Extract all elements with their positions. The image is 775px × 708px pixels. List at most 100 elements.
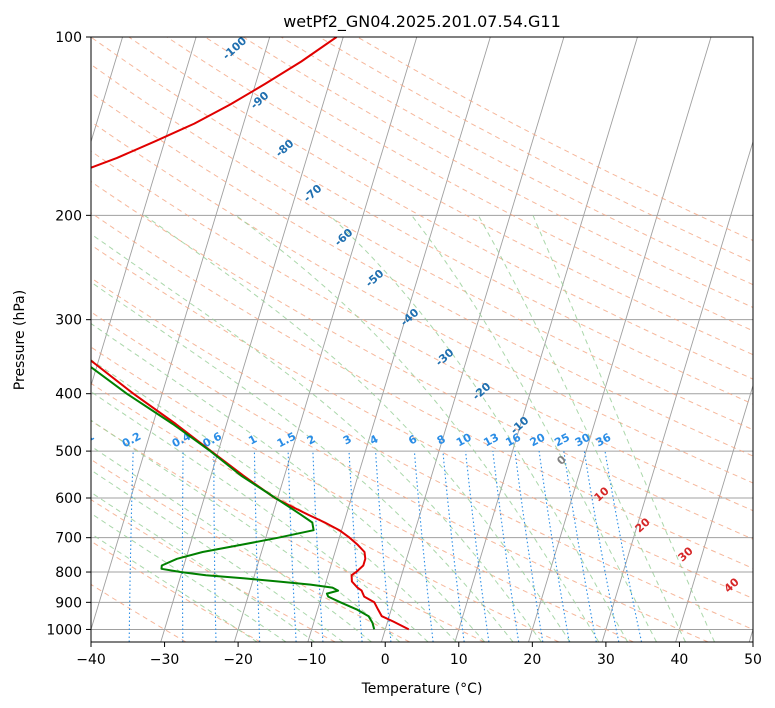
moist-adiabat-line: [91, 322, 486, 642]
isotherm-line: [528, 37, 712, 642]
x-tick-label: −40: [76, 652, 106, 668]
mixing-ratio-label: 8: [435, 432, 448, 447]
dry-adiabat-line: [91, 540, 261, 642]
isotherm-line: [91, 37, 197, 388]
mixing-ratio-label: 0.1: [73, 430, 96, 451]
mixing-ratio-line: [492, 451, 520, 642]
mixing-ratio-line: [287, 451, 297, 642]
y-tick-label: 500: [55, 444, 82, 460]
mixing-ratio-line: [413, 451, 434, 642]
isotherm-line: [91, 37, 124, 144]
mixing-ratio-label: 36: [594, 431, 614, 450]
dry-adiabat-line: [91, 420, 485, 642]
mixing-ratio-label: 2: [305, 432, 318, 447]
moist-adiabat-line: [91, 533, 258, 642]
mixing-ratio-label: 16: [503, 431, 523, 450]
mixing-ratio-label: 13: [481, 431, 501, 450]
plot-area: 0.1 0.2 0.4 0.6 1 1.5 2 3 4 6 8 10 13 16 20 25 30 36 -100…: [73, 37, 753, 642]
isotherm-label: -40: [398, 306, 422, 329]
mixing-ratio-line: [312, 451, 324, 642]
moist-adiabat-line: [91, 359, 457, 642]
isotherm-line: [233, 37, 418, 642]
dewpoint-profile-line: [91, 365, 376, 630]
mixing-ratio-labels: 0.1 0.2 0.4 0.6 1 1.5 2 3 4 6 8 10 13 16 20 25 30 36: [73, 430, 614, 451]
isotherm-line: [675, 384, 753, 642]
moist-adiabat-line: [91, 491, 315, 642]
x-axis-title: Temperature (°C): [361, 681, 483, 697]
x-tick-label: 10: [450, 652, 468, 668]
mixing-ratio-line: [538, 451, 570, 642]
dry-adiabat-line: [91, 277, 753, 630]
mixing-ratio-line: [583, 451, 620, 642]
isotherm-label: 30: [676, 544, 696, 564]
dry-adiabat-lines: [91, 37, 753, 642]
dry-adiabat-line: [91, 458, 410, 642]
mixing-ratio-line: [375, 451, 392, 642]
x-tick-label: 50: [744, 652, 762, 668]
dry-adiabat-line: [91, 583, 187, 642]
mixing-ratio-label: 1.5: [275, 430, 298, 451]
mixing-ratio-label: 20: [528, 431, 548, 450]
mixing-ratio-line: [253, 451, 261, 642]
y-tick-label: 200: [55, 208, 82, 224]
mixing-ratio-label: 25: [552, 431, 572, 450]
moist-adiabat-line: [235, 214, 600, 642]
dry-adiabat-line: [166, 37, 753, 356]
mixing-ratio-label: 4: [368, 432, 381, 447]
mixing-ratio-label: 0.2: [120, 430, 143, 451]
mixing-ratio-line: [604, 451, 643, 642]
dry-adiabat-line: [91, 180, 753, 540]
isotherm-line: [381, 37, 565, 642]
mixing-ratio-label: 3: [341, 432, 354, 447]
mixing-ratio-label: 10: [454, 431, 474, 450]
y-tick-label: 700: [55, 531, 82, 547]
dry-adiabat-line: [242, 37, 753, 309]
mixing-ratio-line: [181, 451, 184, 642]
dry-adiabat-line: [319, 37, 753, 263]
sounding-series: [91, 37, 410, 631]
dry-adiabat-line: [91, 346, 634, 642]
moist-adiabat-line: [91, 391, 429, 642]
dry-adiabat-line: [91, 244, 753, 600]
y-tick-label: 600: [55, 491, 82, 507]
moist-adiabat-line: [91, 469, 344, 642]
moist-adiabat-line: [477, 215, 686, 642]
mixing-ratio-label: 30: [573, 431, 593, 450]
y-tick-label: 400: [55, 387, 82, 403]
x-tick-label: 20: [523, 652, 541, 668]
x-tick-label: 40: [671, 652, 689, 668]
dry-adiabat-line: [91, 121, 753, 484]
isotherm-line: [91, 37, 271, 632]
x-tick-label: −30: [150, 652, 180, 668]
mixing-ratio-line: [128, 451, 134, 642]
isotherm-label: 10: [592, 484, 612, 504]
moist-adiabat-line: [91, 281, 514, 642]
isotherm-label: -50: [363, 267, 387, 290]
dry-adiabat-line: [91, 63, 753, 431]
x-tick-label: 30: [597, 652, 615, 668]
isotherm-label: 0: [554, 453, 569, 468]
moist-adiabat-line: [532, 215, 715, 642]
dry-adiabat-line: [91, 92, 753, 457]
y-tick-label: 900: [55, 595, 82, 611]
dry-adiabat-line: [357, 37, 753, 242]
isotherm-lines: [91, 37, 753, 642]
moist-adiabat-line: [329, 214, 629, 642]
y-axis-title: Pressure (hPa): [12, 290, 28, 390]
moist-adiabat-line: [144, 214, 571, 642]
x-tick-label: −20: [223, 652, 253, 668]
y-tick-label: 300: [55, 313, 82, 329]
isotherm-line: [454, 37, 638, 642]
dry-adiabat-line: [91, 150, 753, 512]
dry-adiabat-line: [91, 382, 560, 642]
y-tick-label: 100: [55, 30, 82, 46]
y-tick-label: 1000: [46, 622, 82, 638]
x-axis-ticks: −40 −30 −20 −10 0 10 20 30 40 50: [76, 642, 762, 668]
plot-frame: [90, 36, 754, 643]
mixing-ratio-lines: [128, 451, 643, 642]
isotherm-line: [601, 140, 753, 642]
isotherm-label: -80: [273, 137, 297, 160]
isotherm-label: -30: [433, 346, 457, 369]
